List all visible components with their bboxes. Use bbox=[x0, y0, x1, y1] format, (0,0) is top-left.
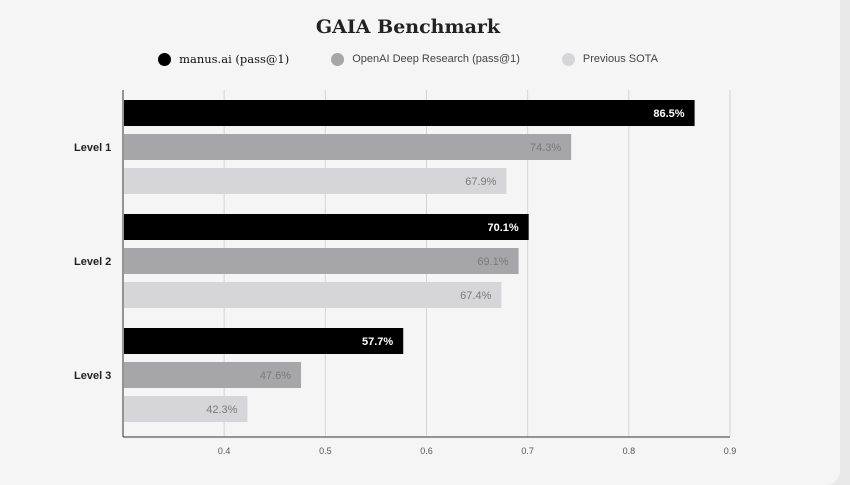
category-label-1: Level 2 bbox=[74, 256, 111, 268]
legend-label-manus: manus.ai (pass@1) bbox=[179, 52, 290, 66]
bar-0-1 bbox=[124, 134, 572, 160]
bar-2-1 bbox=[124, 362, 302, 388]
x-tick-label-2: 0.6 bbox=[420, 446, 433, 456]
bar-value-label-1-0: 70.1% bbox=[487, 222, 518, 234]
bar-value-label-1-1: 69.1% bbox=[477, 256, 508, 268]
bar-value-label-1-2: 67.4% bbox=[460, 290, 491, 302]
bar-value-label-2-1: 47.6% bbox=[260, 370, 291, 382]
bar-1-2 bbox=[124, 282, 502, 308]
bar-value-label-0-0: 86.5% bbox=[653, 108, 684, 120]
category-label-0: Level 1 bbox=[74, 142, 111, 154]
bar-1-0 bbox=[124, 214, 529, 240]
x-tick-label-0: 0.4 bbox=[218, 446, 231, 456]
category-label-2: Level 3 bbox=[74, 370, 111, 382]
bar-0-0 bbox=[124, 100, 695, 126]
bar-value-label-2-2: 42.3% bbox=[206, 404, 237, 416]
bar-1-1 bbox=[124, 248, 519, 274]
legend-swatch-sota bbox=[561, 52, 575, 66]
x-tick-label-1: 0.5 bbox=[319, 446, 332, 456]
legend-swatch-manus bbox=[158, 52, 172, 66]
chart-legend: manus.ai (pass@1) OpenAI Deep Research (… bbox=[0, 52, 816, 66]
legend-item-sota: Previous SOTA bbox=[561, 52, 658, 66]
bar-value-label-0-1: 74.3% bbox=[530, 142, 561, 154]
legend-label-sota: Previous SOTA bbox=[582, 53, 658, 65]
bar-0-2 bbox=[124, 168, 507, 194]
legend-swatch-openai bbox=[331, 52, 345, 66]
legend-item-openai: OpenAI Deep Research (pass@1) bbox=[331, 52, 520, 66]
legend-label-openai: OpenAI Deep Research (pass@1) bbox=[352, 53, 520, 65]
x-tick-label-3: 0.7 bbox=[521, 446, 534, 456]
chart-title: GAIA Benchmark bbox=[315, 16, 501, 38]
legend-item-manus: manus.ai (pass@1) bbox=[158, 52, 289, 66]
bar-value-label-2-0: 57.7% bbox=[362, 336, 393, 348]
bar-2-2 bbox=[124, 396, 248, 422]
x-tick-label-5: 0.9 bbox=[724, 446, 737, 456]
x-tick-label-4: 0.8 bbox=[623, 446, 636, 456]
bar-value-label-0-2: 67.9% bbox=[465, 176, 496, 188]
bar-2-0 bbox=[124, 328, 404, 354]
